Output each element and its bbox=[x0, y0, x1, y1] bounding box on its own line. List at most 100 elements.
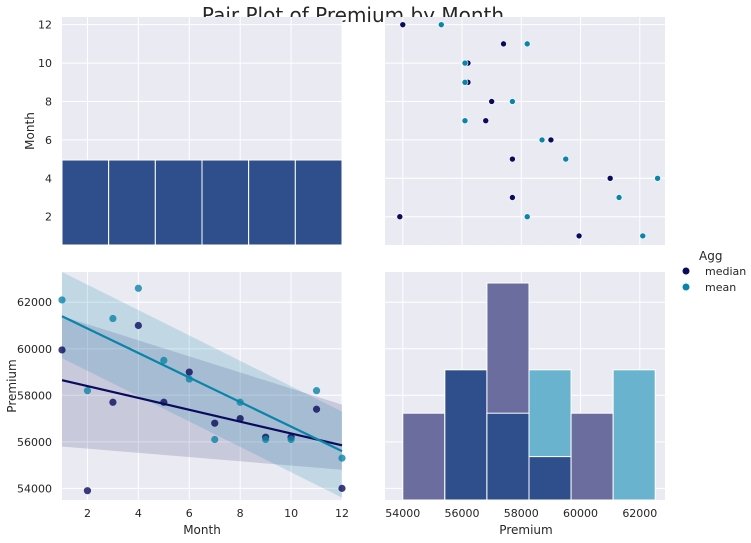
histogram-bar-overlap bbox=[528, 456, 572, 501]
scatter-point-median bbox=[575, 232, 583, 240]
scatter-point-median bbox=[488, 98, 495, 105]
month-histogram bbox=[61, 159, 343, 246]
premium-histogram bbox=[402, 282, 656, 501]
y-tick-label-premium: 56000 bbox=[17, 436, 52, 449]
legend-label-mean: mean bbox=[705, 281, 736, 294]
y-tick-label-premium: 54000 bbox=[17, 482, 52, 495]
panel-top-right-background bbox=[385, 17, 665, 245]
legend-marker-median bbox=[682, 267, 690, 275]
y-tick-label-month: 12 bbox=[38, 19, 52, 32]
scatter-point-mean bbox=[562, 155, 570, 163]
regression-point-mean bbox=[160, 356, 168, 365]
scatter-point-median bbox=[606, 174, 614, 182]
histogram-bar-mean bbox=[612, 369, 656, 501]
y-tick-label-premium: 58000 bbox=[17, 389, 52, 402]
panel-top-right bbox=[385, 17, 665, 245]
x-tick-label-month: 4 bbox=[135, 507, 142, 520]
scatter-point-mean bbox=[437, 21, 445, 28]
histogram-bar-median bbox=[402, 412, 446, 501]
regression-point-mean bbox=[58, 296, 66, 304]
regression-line-median bbox=[61, 379, 343, 447]
scatter-point-median bbox=[500, 40, 507, 48]
y-tick-label-month: 6 bbox=[45, 134, 52, 147]
regression-point-mean bbox=[287, 435, 295, 444]
scatter-point-mean bbox=[523, 213, 531, 220]
histogram-bar bbox=[201, 159, 250, 246]
histogram-bar bbox=[61, 159, 110, 246]
scatter-point-mean bbox=[654, 174, 661, 182]
x-tick-label-premium: 58000 bbox=[504, 507, 539, 520]
regression-point-median bbox=[338, 484, 346, 492]
tick-labels: 2 4 6 8 10 12 54000 56000 58000 60000 62000 2 4 6 8 10 1… bbox=[17, 19, 657, 520]
panel-top-left bbox=[61, 17, 343, 246]
y-axis-label-bottom: Premium bbox=[5, 359, 19, 412]
histogram-bar-median bbox=[570, 412, 614, 501]
x-tick-label-premium: 60000 bbox=[563, 507, 598, 520]
y-tick-label-month: 8 bbox=[45, 95, 52, 108]
confidence-band-median bbox=[62, 316, 342, 470]
legend-marker-mean bbox=[682, 283, 690, 291]
scatter-point-median bbox=[399, 21, 407, 28]
scatter-point-mean bbox=[615, 194, 623, 201]
regression-line-mean bbox=[61, 315, 343, 453]
regression-point-mean bbox=[109, 314, 117, 323]
regression-point-median bbox=[58, 346, 66, 354]
regression-point-mean bbox=[83, 387, 92, 395]
x-tick-label-month: 12 bbox=[335, 507, 349, 520]
regression-point-mean bbox=[338, 454, 346, 462]
regression-scatter bbox=[58, 272, 346, 498]
panel-bottom-left bbox=[58, 272, 346, 500]
legend-label-median: median bbox=[705, 265, 746, 278]
regression-point-mean bbox=[312, 387, 321, 395]
scatter-point-median bbox=[482, 117, 490, 124]
regression-point-mean bbox=[211, 435, 219, 444]
scatter-point-median bbox=[509, 194, 516, 201]
scatter-point-mean bbox=[461, 59, 469, 67]
histogram-bar-overlap bbox=[444, 369, 488, 501]
regression-point-median bbox=[211, 419, 219, 427]
histogram-bar bbox=[154, 159, 203, 246]
legend: Agg median mean bbox=[682, 249, 746, 294]
histogram-bar bbox=[108, 159, 156, 246]
y-tick-label-month: 10 bbox=[38, 57, 52, 70]
y-tick-label-month: 4 bbox=[45, 172, 52, 185]
regression-point-median bbox=[109, 398, 117, 406]
scatter-point-mean bbox=[639, 232, 647, 240]
scatter-point-mean bbox=[538, 136, 546, 144]
y-tick-label-premium: 62000 bbox=[17, 296, 52, 309]
x-axis-label-right: Premium bbox=[499, 523, 552, 537]
regression-point-median bbox=[83, 487, 92, 495]
x-tick-label-premium: 62000 bbox=[622, 507, 657, 520]
scatter-point-mean bbox=[461, 117, 469, 124]
x-tick-label-month: 8 bbox=[237, 507, 244, 520]
scatter-point-mean bbox=[509, 98, 516, 105]
scatter-point-mean bbox=[523, 40, 531, 48]
regression-point-median bbox=[312, 405, 321, 413]
y-tick-label-month: 2 bbox=[45, 211, 52, 224]
scatter-point-median bbox=[509, 155, 516, 163]
x-tick-label-month: 10 bbox=[284, 507, 298, 520]
histogram-bar-overlap bbox=[486, 412, 530, 501]
regression-point-mean bbox=[134, 284, 142, 292]
histogram-bar bbox=[248, 159, 296, 246]
legend-title: Agg bbox=[699, 249, 722, 263]
panel-bottom-right bbox=[385, 272, 665, 501]
regression-point-mean bbox=[262, 435, 270, 444]
y-axis-label-top: Month bbox=[23, 112, 37, 150]
x-tick-label-month: 2 bbox=[84, 507, 91, 520]
x-tick-label-month: 6 bbox=[186, 507, 193, 520]
scatter-point-median bbox=[396, 213, 404, 220]
y-tick-label-premium: 60000 bbox=[17, 343, 52, 356]
x-tick-label-premium: 54000 bbox=[385, 507, 420, 520]
histogram-bar bbox=[294, 159, 343, 246]
regression-point-median bbox=[185, 368, 193, 376]
scatter-point-median bbox=[547, 136, 555, 144]
regression-point-median bbox=[134, 321, 142, 330]
panel-bottom-left-background bbox=[62, 272, 342, 500]
panel-top-right-grid bbox=[385, 17, 665, 245]
premium-vs-month-scatter bbox=[396, 21, 661, 240]
scatter-point-mean bbox=[461, 78, 469, 86]
x-tick-label-premium: 56000 bbox=[445, 507, 480, 520]
x-axis-label-left: Month bbox=[183, 523, 221, 537]
